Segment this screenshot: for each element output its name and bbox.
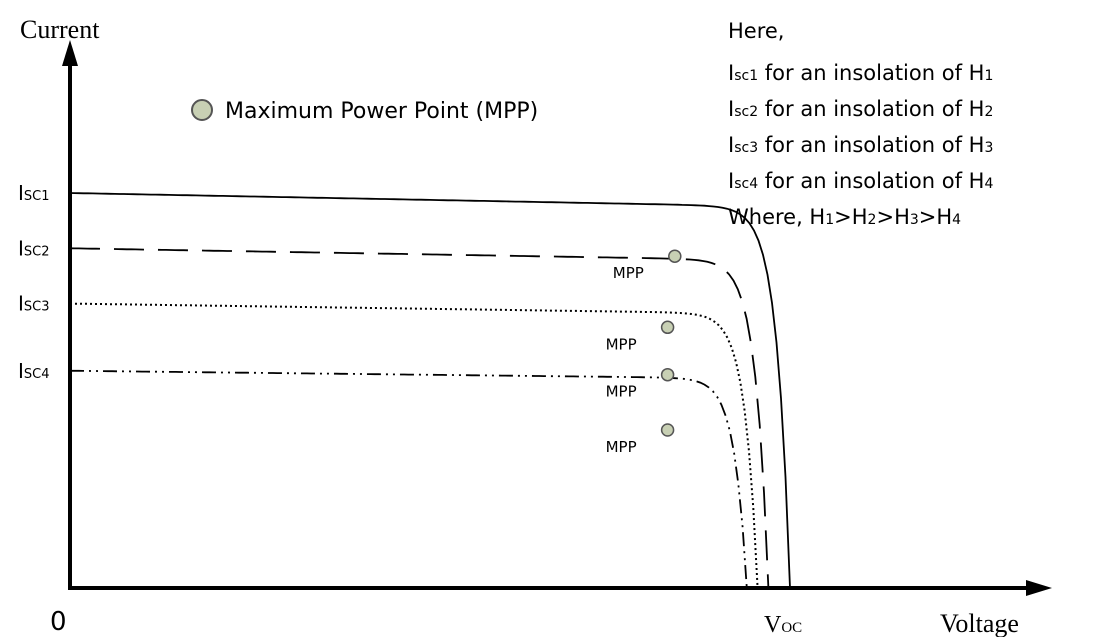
y-axis-title: Current: [20, 15, 100, 44]
legend: Maximum Power Point (MPP): [191, 99, 538, 124]
notes-line-1: Isc1 for an insolation of H1: [728, 61, 993, 85]
mpp-label-1: MPP: [613, 264, 644, 282]
isc-label-3: ISC3: [18, 292, 50, 316]
curves: [69, 192, 791, 589]
notes-line-4: Isc4 for an insolation of H4: [728, 169, 993, 193]
legend-mpp-marker: [191, 99, 213, 121]
mpp-marker-3: [660, 367, 675, 382]
mpp-points: MPP MPP MPP MPP: [606, 249, 682, 456]
mpp-marker-4: [660, 423, 675, 437]
iv-curve-sc2: [69, 247, 770, 589]
notes-line-3: Isc3 for an insolation of H3: [728, 133, 993, 157]
mpp-label-2: MPP: [606, 335, 637, 353]
iv-curve-sc4: [70, 369, 748, 589]
iv-curve-sc1: [69, 192, 791, 589]
legend-label: Maximum Power Point (MPP): [225, 99, 538, 124]
axes: [62, 40, 1052, 596]
isc-label-1: ISC1: [18, 181, 50, 205]
mpp-label-4: MPP: [606, 438, 637, 456]
x-axis-title: Voltage: [940, 609, 1019, 637]
notes-heading: Here,: [728, 19, 784, 43]
insolation-notes: Here, Isc1 for an insolation of H1 Isc2 …: [728, 19, 993, 229]
isc-label-2: ISC2: [18, 236, 50, 260]
origin-label: 0: [50, 607, 67, 637]
x-axis-arrowhead: [1026, 580, 1052, 596]
y-axis-arrowhead: [62, 40, 78, 66]
isc-labels: ISC1 ISC2 ISC3 ISC4: [18, 181, 50, 383]
notes-where: Where, H1>H2>H3>H4: [728, 205, 961, 229]
mpp-label-3: MPP: [606, 383, 637, 401]
mpp-marker-2: [660, 320, 675, 335]
isc-label-4: ISC4: [18, 359, 50, 383]
notes-line-2: Isc2 for an insolation of H2: [728, 97, 993, 121]
voc-label: VOC: [764, 612, 802, 637]
mpp-marker-1: [668, 249, 682, 263]
iv-curve-sc3: [69, 302, 759, 589]
